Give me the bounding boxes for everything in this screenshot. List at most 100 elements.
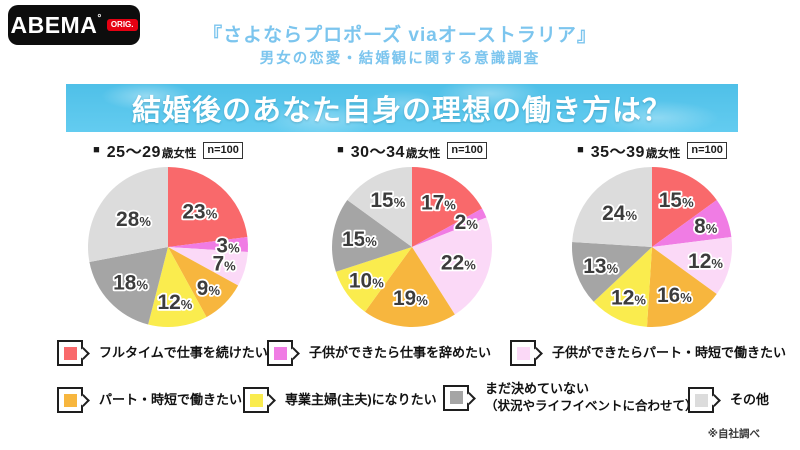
age-range-label: 30～34	[350, 144, 405, 161]
pie-slice-value-label: 15%	[370, 189, 405, 212]
legend-color-parttime-after-kids	[516, 346, 530, 360]
pie-slice	[652, 199, 732, 247]
chart-header: ■ 25～29歳女性 n=100	[48, 140, 288, 161]
pie-slice-value-label: 28%	[116, 208, 151, 231]
square-marker-icon: ■	[93, 143, 100, 156]
pie-slice	[652, 236, 733, 295]
pie-slice-value-label: 2%	[455, 211, 479, 234]
legend-swatch	[57, 387, 83, 413]
pie-slice-value-label: 15%	[659, 189, 694, 212]
source-footnote: ※自社調べ	[707, 428, 760, 440]
pie-slice-value-label: 24%	[602, 202, 637, 225]
pie-slice	[88, 167, 168, 262]
age-range-label: 25～29	[106, 144, 161, 161]
chart-header: ■ 35～39歳女性 n=100	[532, 140, 772, 161]
pie-slice	[593, 247, 652, 327]
pie-slice-value-label: 17%	[421, 192, 456, 215]
pie-slice	[168, 247, 248, 286]
pie-slice	[335, 247, 412, 312]
legend-color-undecided	[449, 391, 463, 405]
age-suffix-label: 歳女性	[405, 148, 441, 160]
chart-column-25-29: ■ 25～29歳女性 n=100 23% 3% 7% 9% 12% 18% 28%	[48, 140, 288, 337]
pie-slice	[168, 236, 248, 253]
legend-label: 子供ができたらパート・時短で働きたい	[552, 344, 787, 360]
legend-item-other: その他	[688, 387, 769, 413]
pie-slice-value-label: 10%	[349, 270, 384, 293]
chart-header: ■ 30～34歳女性 n=100	[292, 140, 532, 161]
question-banner-text: 結婚後のあなた自身の理想の働き方は？	[131, 95, 672, 127]
legend-item-quit-after-kids: 子供ができたら仕事を辞めたい	[267, 340, 491, 366]
square-marker-icon: ■	[337, 143, 344, 156]
pie-slice-value-label: 18%	[113, 271, 148, 294]
pie-slice-value-label: 12%	[611, 286, 646, 309]
question-banner: 結婚後のあなた自身の理想の働き方は？	[66, 84, 738, 132]
pie-slice	[148, 247, 207, 328]
age-suffix-label: 歳女性	[645, 148, 681, 160]
pie-slice	[412, 167, 483, 247]
legend-swatch	[688, 387, 714, 413]
legend-swatch	[57, 340, 83, 366]
pie-chart-30-34: 17%2% 22% 19% 10% 15% 15%	[332, 167, 493, 328]
legend-swatch	[510, 340, 536, 366]
legend-color-housewife	[249, 393, 263, 407]
sample-size-badge: n=100	[687, 141, 727, 159]
pie-slice-value-label: 7%	[212, 253, 236, 276]
pie-slice	[572, 167, 652, 247]
pie-slice-value-label: 19%	[393, 287, 428, 310]
legend-swatch	[443, 384, 469, 411]
pie-slice	[332, 199, 412, 272]
sample-size-badge: n=100	[203, 141, 243, 159]
pie-slice	[364, 247, 455, 328]
pie-slice-value-label: 8%	[694, 215, 718, 238]
pie-slice	[646, 247, 717, 327]
legend-label: パート・時短で働きたい	[99, 391, 243, 407]
legend-color-fulltime	[63, 346, 77, 360]
pie-slice	[572, 241, 652, 302]
abema-logo: ABEMA° ORIG.	[8, 5, 140, 45]
chart-column-30-34: ■ 30～34歳女性 n=100 17% 2% 22% 19% 10% 15% 15%	[292, 140, 532, 337]
legend-color-parttime	[63, 393, 77, 407]
pie-chart-35-39: 15%8% 12% 16% 12% 13% 24%	[572, 167, 733, 327]
pie-slice-value-label: 12%	[688, 250, 723, 273]
pie-slice	[652, 167, 717, 247]
survey-subtitle: 男女の恋愛・結婚観に関する意識調査	[259, 51, 541, 67]
pie-slice-value-label: 22%	[441, 251, 476, 274]
legend-label: フルタイムで仕事を続けたい	[99, 344, 268, 360]
program-title: 『さよならプロポーズ viaオーストラリア』	[203, 25, 597, 46]
pie-slice	[168, 247, 239, 318]
legend-label: その他	[730, 391, 770, 407]
chart-column-35-39: ■ 35～39歳女性 n=100 15% 8% 12% 16% 12% 13% 24%	[532, 140, 772, 337]
sample-size-badge: n=100	[447, 141, 487, 159]
legend-label: 子供ができたら仕事を辞めたい	[309, 344, 492, 360]
legend-color-quit-after-kids	[273, 346, 287, 360]
pie-slice-value-label: 3%	[216, 234, 240, 257]
pie-slice	[412, 208, 487, 247]
legend-item-parttime: パート・時短で働きたい	[57, 387, 242, 413]
age-suffix-label: 歳女性	[161, 148, 197, 160]
pie-slice	[89, 247, 168, 325]
legend-item-undecided: まだ決めていない （状況やライフイベントに合わせて）	[443, 381, 698, 415]
pie-slice	[168, 167, 248, 247]
pie-slice-value-label: 16%	[657, 284, 692, 307]
pie-slice	[412, 217, 493, 315]
pie-slice-value-label: 23%	[182, 200, 217, 223]
pie-slice-value-label: 13%	[583, 255, 618, 278]
legend-item-parttime-after-kids: 子供ができたらパート・時短で働きたい	[510, 340, 786, 366]
abema-logo-text: ABEMA°	[10, 11, 102, 38]
legend-item-fulltime: フルタイムで仕事を続けたい	[57, 340, 268, 366]
legend-label: 専業主婦(主夫)になりたい	[285, 391, 437, 407]
pie-slice-value-label: 9%	[197, 277, 221, 300]
pie-chart-25-29: 23% 3%7%9%12% 18% 28%	[88, 167, 248, 328]
legend-swatch	[243, 387, 269, 413]
age-range-label: 35～39	[590, 144, 645, 161]
orig-badge: ORIG.	[106, 19, 138, 31]
legend-label: まだ決めていない （状況やライフイベントに合わせて）	[485, 381, 698, 413]
pie-slice-value-label: 12%	[157, 291, 192, 314]
abema-logo-mark: °	[97, 12, 102, 24]
square-marker-icon: ■	[577, 143, 584, 156]
legend-swatch	[267, 340, 293, 366]
pie-slice-value-label: 15%	[342, 228, 377, 251]
legend-color-other	[694, 393, 708, 407]
legend-item-housewife: 専業主婦(主夫)になりたい	[243, 387, 437, 413]
pie-slice	[347, 167, 412, 247]
